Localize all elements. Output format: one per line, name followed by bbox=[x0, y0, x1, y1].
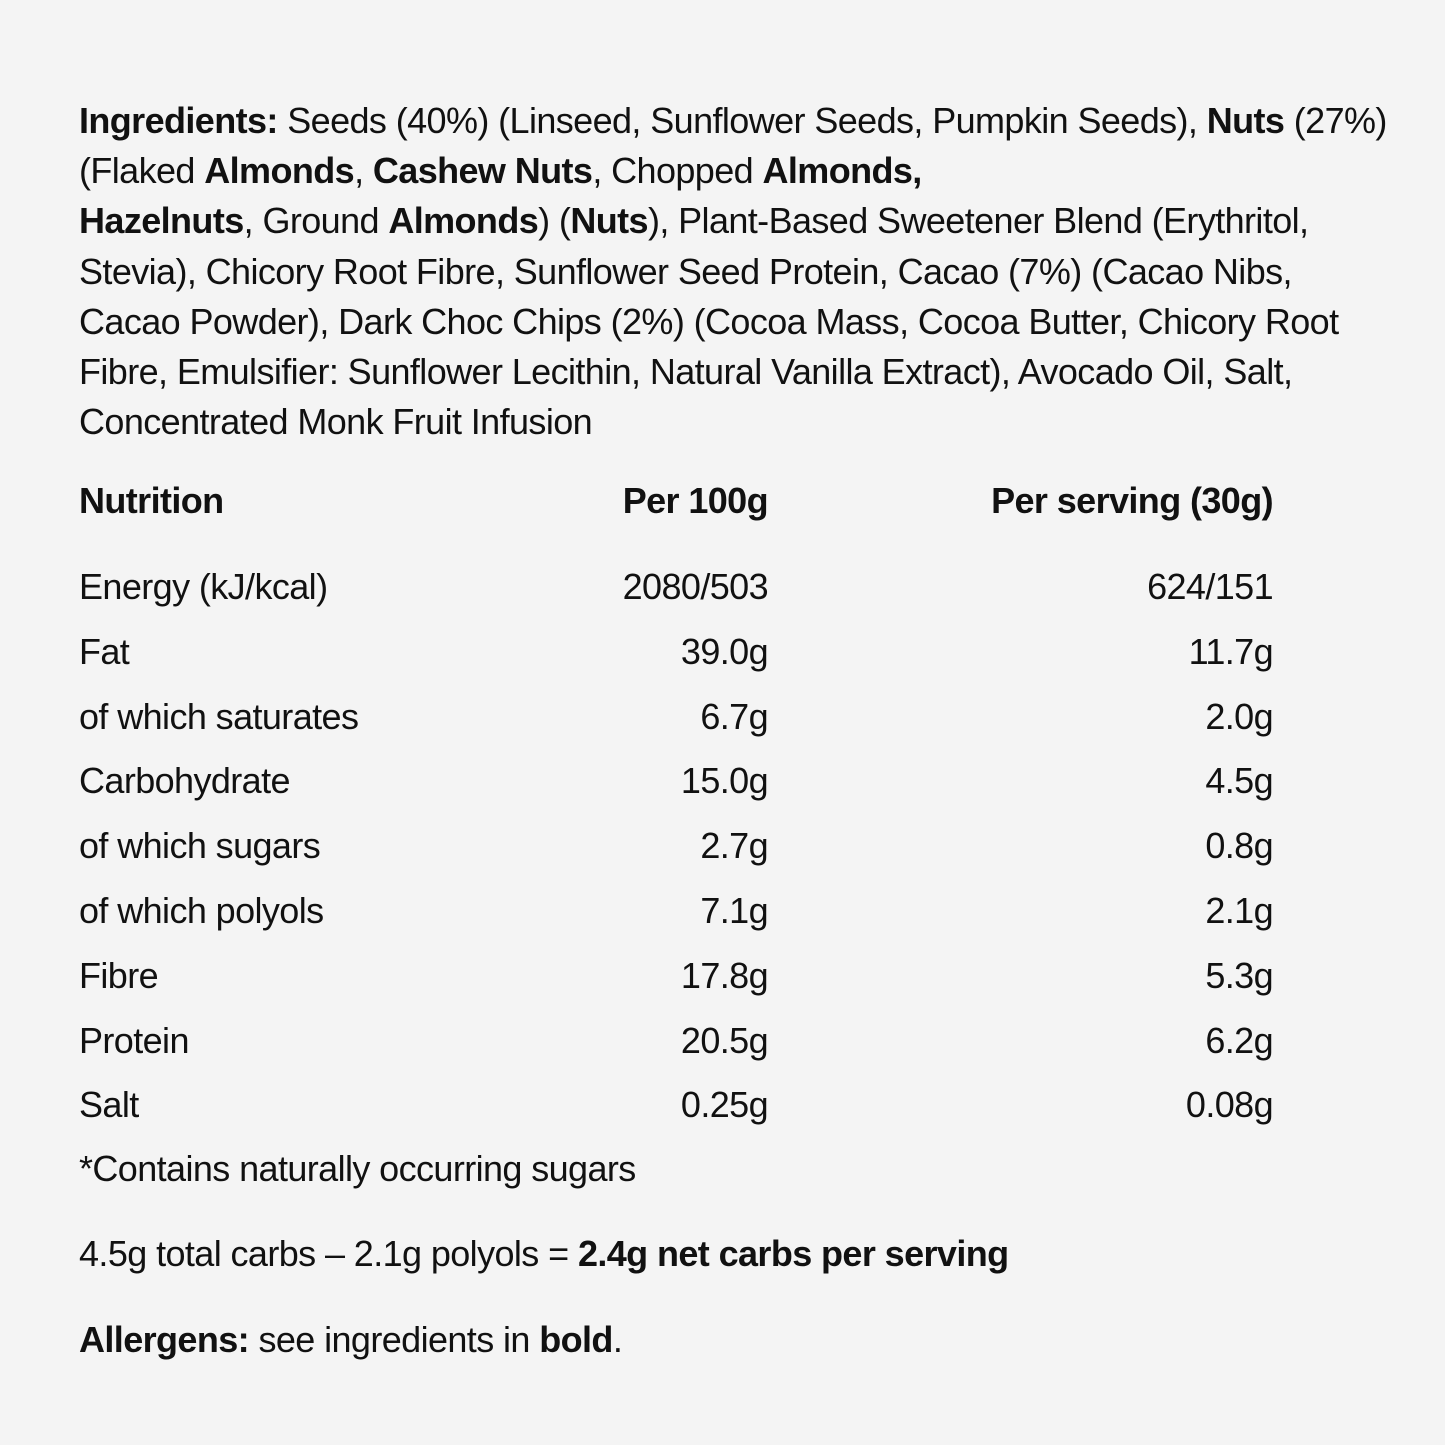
ingredients-text: (27%) (Flaked bbox=[79, 100, 1387, 192]
header-nutrition: Nutrition bbox=[79, 480, 224, 521]
net-carbs-calc: 4.5g total carbs – 2.1g polyols = bbox=[79, 1233, 578, 1274]
allergen-nuts: Nuts bbox=[570, 200, 648, 242]
value-per-100g: 0.25g bbox=[680, 1084, 769, 1126]
nutrient-name: Protein bbox=[79, 1019, 189, 1061]
allergen-cashew-nuts: Cashew Nuts bbox=[372, 150, 593, 192]
value-per-100g: 2.7g bbox=[700, 825, 768, 867]
nutrition-label-page: Ingredients: Seeds (40%) (Linseed, Sunfl… bbox=[79, 96, 1399, 1360]
allergen-almonds: Almonds, bbox=[762, 150, 922, 192]
net-carbs-result: 2.4g net carbs per serving bbox=[577, 1233, 1009, 1274]
nutrition-table: Nutrition Per 100g Per serving (30g) Ene… bbox=[79, 476, 1279, 1138]
nutrient-name: Salt bbox=[79, 1084, 139, 1126]
value-per-serving: 0.08g bbox=[1185, 1084, 1274, 1126]
header-per-serving: Per serving (30g) bbox=[991, 480, 1274, 521]
nutrition-row: of which polyols 7.1g 2.1g bbox=[79, 879, 1279, 944]
value-per-100g: 17.8g bbox=[680, 954, 769, 996]
ingredients-paragraph: Ingredients: Seeds (40%) (Linseed, Sunfl… bbox=[79, 96, 1399, 447]
allergens-end: . bbox=[612, 1319, 623, 1360]
ingredients-text: , Ground bbox=[243, 200, 389, 242]
nutrition-row: of which saturates 6.7g 2.0g bbox=[79, 685, 1279, 750]
nutrition-row: Salt 0.25g 0.08g bbox=[79, 1073, 1279, 1138]
allergens-bold-word: bold bbox=[539, 1319, 613, 1360]
value-per-100g: 20.5g bbox=[680, 1019, 769, 1061]
value-per-serving: 2.1g bbox=[1205, 889, 1273, 931]
value-per-100g: 6.7g bbox=[700, 695, 768, 737]
value-per-100g: 15.0g bbox=[680, 760, 769, 802]
ingredients-text: ) ( bbox=[538, 200, 571, 242]
allergens-line: Allergens: see ingredients in bold. bbox=[79, 1315, 623, 1365]
nutrition-row: Protein 20.5g 6.2g bbox=[79, 1009, 1279, 1074]
nutrient-name: Fibre bbox=[79, 954, 159, 996]
ingredients-label: Ingredients: bbox=[79, 100, 278, 141]
header-per-100g: Per 100g bbox=[622, 480, 769, 521]
nutrition-row: of which sugars 2.7g 0.8g bbox=[79, 814, 1279, 879]
nutrition-row: Energy (kJ/kcal) 2080/503 624/151 bbox=[79, 555, 1279, 620]
value-per-serving: 4.5g bbox=[1205, 760, 1273, 802]
ingredients-text: Seeds (40%) (Linseed, Sunflower Seeds, P… bbox=[277, 100, 1207, 141]
nutrition-rows: Energy (kJ/kcal) 2080/503 624/151 Fat 39.0g 1… bbox=[79, 555, 1279, 1138]
nutrition-row: Fat 39.0g 11.7g bbox=[79, 620, 1279, 685]
value-per-serving: 2.0g bbox=[1205, 695, 1273, 737]
value-per-serving: 0.8g bbox=[1205, 825, 1273, 867]
nutrient-name: Energy (kJ/kcal) bbox=[79, 566, 328, 607]
value-per-100g: 2080/503 bbox=[622, 566, 769, 607]
nutrient-name: of which sugars bbox=[79, 825, 321, 867]
footnote: *Contains naturally occurring sugars bbox=[79, 1148, 636, 1189]
allergens-text: see ingredients in bbox=[249, 1319, 540, 1360]
allergen-almonds: Almonds bbox=[388, 200, 539, 242]
nutrient-name: of which saturates bbox=[79, 695, 359, 737]
value-per-serving: 11.7g bbox=[1188, 630, 1274, 672]
allergen-nuts: Nuts bbox=[1206, 100, 1285, 141]
value-per-100g: 39.0g bbox=[680, 630, 769, 672]
nutrient-name: Carbohydrate bbox=[79, 760, 291, 802]
allergen-almonds: Almonds bbox=[204, 150, 355, 192]
ingredients-text: , Chopped bbox=[592, 150, 763, 192]
allergen-hazelnuts: Hazelnuts bbox=[79, 200, 244, 242]
value-per-serving: 5.3g bbox=[1205, 954, 1273, 996]
nutrition-row: Carbohydrate 15.0g 4.5g bbox=[79, 749, 1279, 814]
value-per-serving: 6.2g bbox=[1205, 1019, 1273, 1061]
nutrient-name: of which polyols bbox=[79, 889, 324, 931]
nutrition-row: Fibre 17.8g 5.3g bbox=[79, 944, 1279, 1009]
value-per-serving: 624/151 bbox=[1147, 566, 1274, 607]
ingredients-text: ), Plant-Based Sweetener Blend (Erythrit… bbox=[79, 200, 1339, 443]
nutrition-header-row: Nutrition Per 100g Per serving (30g) bbox=[79, 476, 1279, 540]
allergens-label: Allergens: bbox=[79, 1319, 250, 1360]
nutrient-name: Fat bbox=[79, 630, 130, 672]
value-per-100g: 7.1g bbox=[700, 889, 768, 931]
net-carbs-line: 4.5g total carbs – 2.1g polyols = 2.4g n… bbox=[79, 1229, 1009, 1279]
ingredients-text: , bbox=[354, 150, 373, 192]
